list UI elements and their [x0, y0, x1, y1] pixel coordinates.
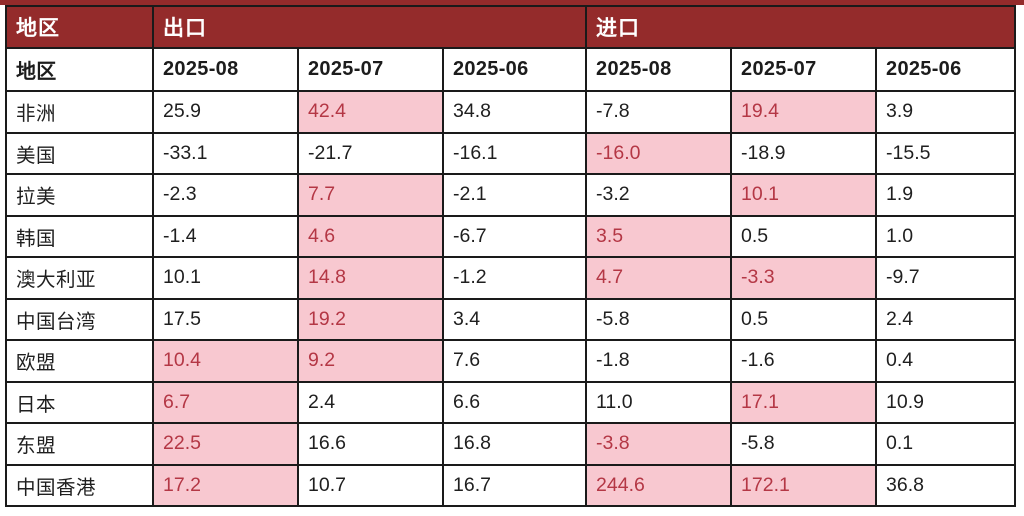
value-cell: -1.2 [441, 256, 588, 300]
date-header-cell: 2025-06 [441, 47, 588, 92]
value-cell: -5.8 [730, 422, 878, 466]
value-cell: -9.7 [875, 256, 1017, 300]
region-cell: 非洲 [5, 90, 154, 134]
value-cell: 6.7 [152, 380, 299, 424]
value-cell: 1.0 [875, 214, 1017, 258]
trade-growth-table: 地区 出口 进口 地区 2025-08 2025-07 2025-06 2025… [5, 5, 1017, 507]
region-cell: 美国 [5, 131, 154, 175]
value-cell: 0.5 [730, 297, 878, 341]
export-group-header: 出口 [151, 5, 588, 49]
value-cell: 2.4 [297, 380, 444, 424]
value-cell: -16.1 [441, 131, 588, 175]
date-header-row: 地区 2025-08 2025-07 2025-06 2025-08 2025-… [5, 47, 1017, 92]
table-body: 非洲 25.9 42.4 34.8 -7.8 19.4 3.9 美国 -33.1 -21.7 -16… [5, 90, 1017, 507]
value-cell: 1.9 [875, 173, 1017, 217]
value-cell: 3.4 [441, 297, 588, 341]
value-cell: -3.3 [730, 256, 878, 300]
region-cell: 欧盟 [5, 339, 154, 383]
value-cell: 7.7 [297, 173, 444, 217]
value-cell: 0.1 [875, 422, 1017, 466]
value-cell: 17.2 [152, 463, 299, 507]
region-group-header: 地区 [5, 5, 154, 49]
value-cell: -6.7 [441, 214, 588, 258]
value-cell: -18.9 [730, 131, 878, 175]
value-cell: -16.0 [585, 131, 733, 175]
value-cell: 11.0 [585, 380, 733, 424]
value-cell: 14.8 [297, 256, 444, 300]
value-cell: 244.6 [585, 463, 733, 507]
value-cell: -1.8 [585, 339, 733, 383]
date-header-cell: 2025-08 [585, 47, 733, 92]
value-cell: 4.7 [585, 256, 733, 300]
value-cell: -21.7 [297, 131, 444, 175]
table-row: 澳大利亚 10.1 14.8 -1.2 4.7 -3.3 -9.7 [5, 256, 1017, 300]
value-cell: 10.1 [152, 256, 299, 300]
value-cell: 10.9 [875, 380, 1017, 424]
value-cell: 0.4 [875, 339, 1017, 383]
value-cell: 3.9 [875, 90, 1017, 134]
table-row: 拉美 -2.3 7.7 -2.1 -3.2 10.1 1.9 [5, 173, 1017, 217]
region-cell: 中国台湾 [5, 297, 154, 341]
value-cell: 3.5 [585, 214, 733, 258]
table-row: 欧盟 10.4 9.2 7.6 -1.8 -1.6 0.4 [5, 339, 1017, 383]
value-cell: 172.1 [730, 463, 878, 507]
value-cell: 7.6 [441, 339, 588, 383]
table-row: 非洲 25.9 42.4 34.8 -7.8 19.4 3.9 [5, 90, 1017, 134]
table-row: 韩国 -1.4 4.6 -6.7 3.5 0.5 1.0 [5, 214, 1017, 258]
value-cell: 16.8 [441, 422, 588, 466]
value-cell: -33.1 [152, 131, 299, 175]
value-cell: -3.2 [585, 173, 733, 217]
value-cell: -1.4 [152, 214, 299, 258]
value-cell: 17.5 [152, 297, 299, 341]
region-cell: 韩国 [5, 214, 154, 258]
value-cell: -1.6 [730, 339, 878, 383]
value-cell: 17.1 [730, 380, 878, 424]
table-row: 日本 6.7 2.4 6.6 11.0 17.1 10.9 [5, 380, 1017, 424]
top-accent-strip [0, 0, 1024, 5]
region-subheader: 地区 [5, 47, 154, 92]
value-cell: -2.1 [441, 173, 588, 217]
value-cell: 0.5 [730, 214, 878, 258]
value-cell: -2.3 [152, 173, 299, 217]
date-header-cell: 2025-06 [875, 47, 1017, 92]
value-cell: 22.5 [152, 422, 299, 466]
value-cell: 34.8 [441, 90, 588, 134]
table-row: 东盟 22.5 16.6 16.8 -3.8 -5.8 0.1 [5, 422, 1017, 466]
value-cell: 36.8 [875, 463, 1017, 507]
region-cell: 拉美 [5, 173, 154, 217]
value-cell: -3.8 [585, 422, 733, 466]
value-cell: 6.6 [441, 380, 588, 424]
region-cell: 东盟 [5, 422, 154, 466]
group-header-row: 地区 出口 进口 [5, 5, 1017, 49]
value-cell: 19.4 [730, 90, 878, 134]
value-cell: 10.1 [730, 173, 878, 217]
value-cell: -7.8 [585, 90, 733, 134]
value-cell: 42.4 [297, 90, 444, 134]
value-cell: -15.5 [875, 131, 1017, 175]
value-cell: 16.7 [441, 463, 588, 507]
region-cell: 日本 [5, 380, 154, 424]
value-cell: 4.6 [297, 214, 444, 258]
region-cell: 澳大利亚 [5, 256, 154, 300]
table-row: 中国台湾 17.5 19.2 3.4 -5.8 0.5 2.4 [5, 297, 1017, 341]
value-cell: 2.4 [875, 297, 1017, 341]
table-row: 中国香港 17.2 10.7 16.7 244.6 172.1 36.8 [5, 463, 1017, 507]
value-cell: 16.6 [297, 422, 444, 466]
date-header-cell: 2025-08 [152, 47, 299, 92]
date-header-cell: 2025-07 [297, 47, 444, 92]
value-cell: 10.4 [152, 339, 299, 383]
date-header-cell: 2025-07 [730, 47, 878, 92]
region-cell: 中国香港 [5, 463, 154, 507]
value-cell: 25.9 [152, 90, 299, 134]
table-row: 美国 -33.1 -21.7 -16.1 -16.0 -18.9 -15.5 [5, 131, 1017, 175]
value-cell: 19.2 [297, 297, 444, 341]
import-group-header: 进口 [585, 5, 1017, 49]
value-cell: -5.8 [585, 297, 733, 341]
value-cell: 9.2 [297, 339, 444, 383]
value-cell: 10.7 [297, 463, 444, 507]
